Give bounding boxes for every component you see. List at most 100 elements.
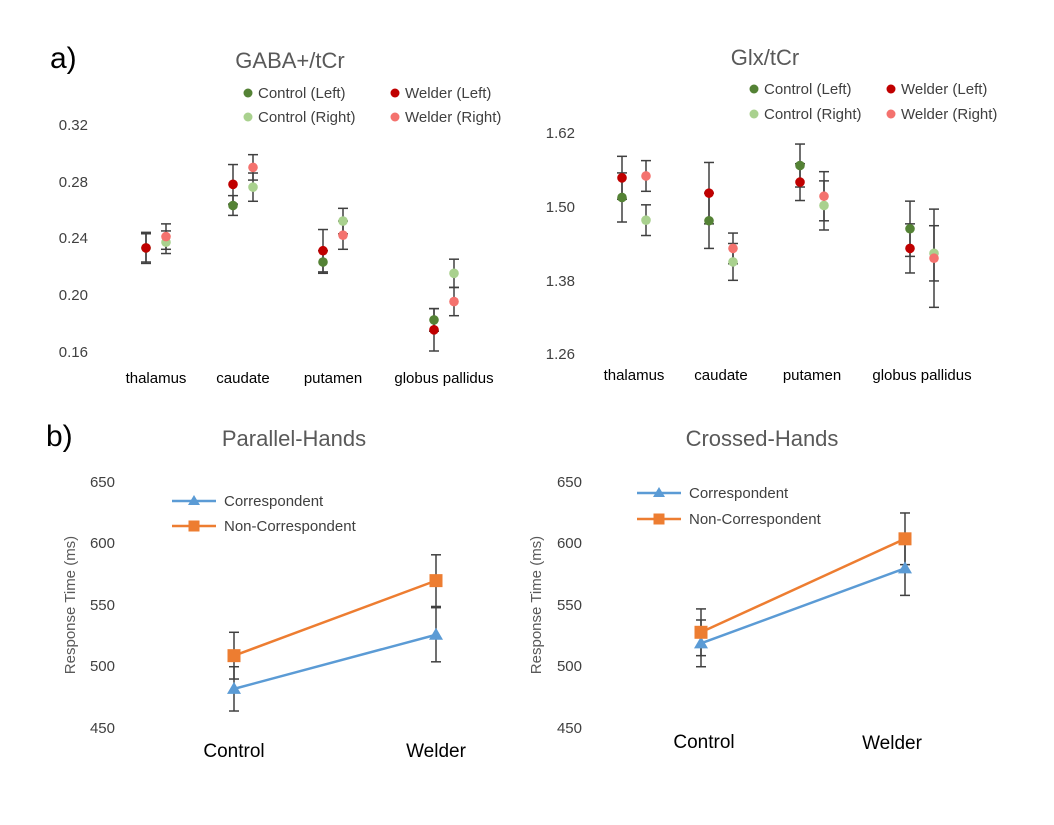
parallel-point-correspondent-control	[227, 681, 241, 694]
gaba-chart-title: GABA+/tCr	[235, 48, 344, 73]
glx-ytick: 1.26	[546, 346, 575, 363]
gaba-ytick: 0.16	[59, 344, 88, 361]
parallel-legend-marker-noncorrespondent	[188, 520, 200, 532]
glx-legend-marker-control-left	[749, 84, 759, 94]
gaba-legend-control-left: Control (Left)	[258, 85, 346, 102]
parallel-hands-chart: Parallel-Hands Response Time (ms) 650 60…	[62, 426, 467, 762]
gaba-legend-welder-left: Welder (Left)	[405, 85, 491, 102]
glx-point-welder-right-thalamus	[641, 171, 651, 181]
gaba-ytick: 0.20	[59, 287, 88, 304]
panel-label-b: b)	[46, 420, 73, 453]
crossed-xtick-welder: Welder	[862, 733, 923, 754]
parallel-ytick: 550	[90, 597, 115, 614]
crossed-xtick-control: Control	[673, 732, 734, 753]
gaba-point-welder-left-globus-pallidus	[429, 325, 439, 335]
glx-ytick: 1.38	[546, 273, 575, 290]
gaba-point-control-left-globus-pallidus	[429, 315, 439, 325]
glx-legend-control-right: Control (Right)	[764, 106, 862, 123]
glx-point-welder-right-caudate	[728, 243, 738, 254]
gaba-point-welder-left-thalamus	[141, 243, 151, 253]
glx-point-control-right-thalamus	[641, 215, 651, 225]
glx-legend-welder-right: Welder (Right)	[901, 106, 997, 123]
parallel-point-non-correspondent-welder	[429, 574, 443, 588]
gaba-legend-marker-welder-left	[390, 88, 400, 98]
parallel-y-axis-label: Response Time (ms)	[62, 536, 79, 674]
glx-legend: Control (Left) Welder (Left) Control (Ri…	[749, 81, 997, 123]
crossed-ytick: 450	[557, 720, 582, 737]
crossed-point-non-correspondent-control	[694, 625, 708, 639]
crossed-ytick: 650	[557, 474, 582, 491]
crossed-legend-marker-correspondent	[653, 487, 665, 497]
crossed-point-correspondent-welder	[898, 561, 912, 574]
crossed-series-line-correspondent	[700, 567, 906, 645]
glx-point-control-right-putamen	[819, 200, 829, 211]
gaba-xtick-thalamus: thalamus	[126, 370, 187, 387]
gaba-point-welder-right-putamen	[338, 230, 348, 240]
gaba-legend-control-right: Control (Right)	[258, 109, 356, 126]
gaba-point-welder-left-caudate	[228, 179, 238, 190]
crossed-legend-noncorrespondent: Non-Correspondent	[689, 511, 822, 528]
glx-point-welder-left-caudate	[704, 188, 714, 198]
gaba-legend-marker-welder-right	[390, 112, 400, 122]
gaba-ytick: 0.28	[59, 174, 88, 191]
gaba-legend-welder-right: Welder (Right)	[405, 109, 501, 126]
glx-point-welder-left-putamen	[795, 177, 805, 187]
parallel-xtick-control: Control	[203, 741, 264, 762]
glx-data-marks	[617, 143, 939, 309]
gaba-point-welder-right-globus-pallidus	[449, 296, 459, 307]
parallel-ytick: 500	[90, 658, 115, 675]
gaba-point-welder-right-thalamus	[161, 231, 171, 242]
glx-legend-control-left: Control (Left)	[764, 81, 852, 98]
glx-xtick-caudate: caudate	[694, 367, 747, 384]
glx-point-welder-right-putamen	[819, 191, 829, 202]
glx-xtick-globus-pallidus: globus pallidus	[872, 367, 971, 384]
crossed-y-axis-label: Response Time (ms)	[528, 536, 545, 674]
glx-point-welder-left-thalamus	[617, 173, 627, 183]
glx-point-control-left-thalamus	[617, 192, 627, 203]
gaba-xtick-globus-pallidus: globus pallidus	[394, 370, 493, 387]
glx-legend-marker-welder-left	[886, 84, 896, 94]
parallel-legend-marker-correspondent	[188, 495, 200, 505]
parallel-series-line-correspondent	[233, 633, 437, 691]
gaba-point-control-right-caudate	[248, 182, 258, 192]
crossed-hands-chart: Crossed-Hands Response Time (ms) 650 600…	[528, 426, 923, 754]
glx-point-control-left-putamen	[795, 160, 805, 171]
panel-label-a: a)	[50, 42, 77, 75]
parallel-point-correspondent-welder	[429, 627, 443, 640]
glx-xtick-thalamus: thalamus	[604, 367, 665, 384]
gaba-point-control-right-globus-pallidus	[449, 268, 459, 279]
gaba-point-control-right-putamen	[338, 216, 348, 226]
crossed-ytick: 550	[557, 597, 582, 614]
parallel-series-line-non-correspondent	[233, 579, 437, 657]
glx-point-control-left-caudate	[704, 215, 714, 226]
gaba-data-marks	[141, 153, 459, 352]
glx-point-control-left-globus-pallidus	[905, 223, 915, 234]
gaba-point-control-left-putamen	[318, 257, 328, 267]
crossed-ytick: 600	[557, 535, 582, 552]
parallel-legend-noncorrespondent: Non-Correspondent	[224, 518, 357, 535]
glx-chart-title: Glx/tCr	[731, 45, 799, 70]
parallel-ytick: 650	[90, 474, 115, 491]
gaba-legend-marker-control-right	[243, 112, 253, 122]
gaba-legend-marker-control-left	[243, 88, 253, 98]
glx-legend-welder-left: Welder (Left)	[901, 81, 987, 98]
crossed-legend: Correspondent Non-Correspondent	[637, 485, 822, 528]
parallel-xtick-welder: Welder	[406, 741, 467, 762]
gaba-ytick: 0.32	[59, 117, 88, 134]
crossed-point-correspondent-control	[694, 636, 708, 649]
glx-point-control-right-caudate	[728, 257, 738, 267]
parallel-point-non-correspondent-control	[227, 649, 241, 663]
glx-xtick-putamen: putamen	[783, 367, 841, 384]
glx-point-welder-right-globus-pallidus	[929, 253, 939, 264]
crossed-legend-marker-noncorrespondent	[653, 513, 665, 525]
crossed-data-marks	[694, 512, 912, 668]
gaba-ytick: 0.24	[59, 230, 88, 247]
gaba-xtick-putamen: putamen	[304, 370, 362, 387]
gaba-point-welder-left-putamen	[318, 245, 328, 256]
parallel-legend: Correspondent Non-Correspondent	[172, 493, 357, 535]
glx-ytick: 1.62	[546, 125, 575, 142]
crossed-ytick: 500	[557, 658, 582, 675]
glx-legend-marker-control-right	[749, 109, 759, 119]
parallel-ytick: 600	[90, 535, 115, 552]
